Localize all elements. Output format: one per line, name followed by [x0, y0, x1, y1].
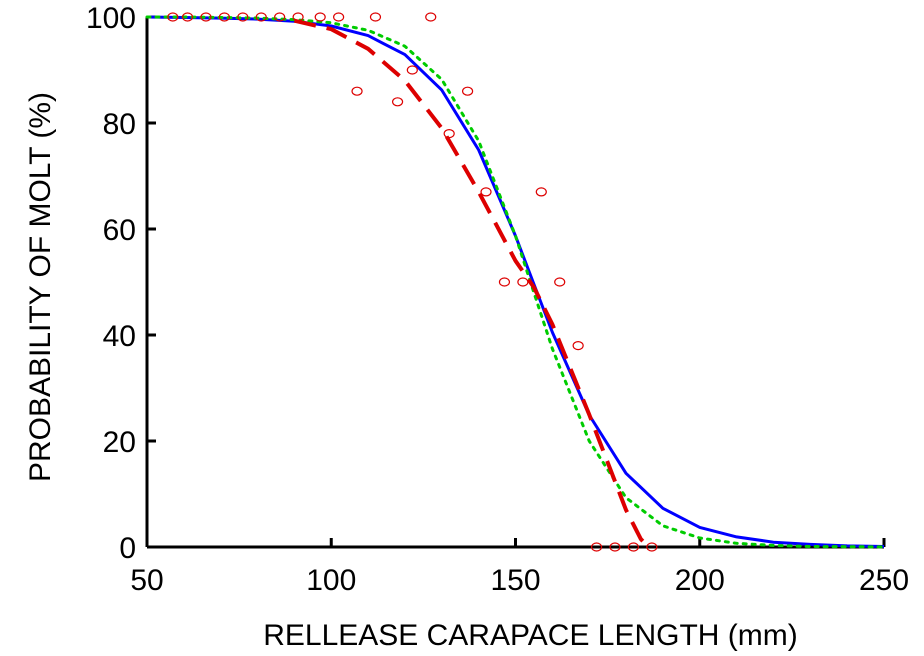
- solid-curve: [146, 15, 885, 548]
- observed-point: [255, 12, 267, 22]
- observed-point: [554, 277, 566, 287]
- observed-point: [351, 86, 363, 96]
- observed-point: [406, 65, 418, 75]
- x-tick-label: 150: [490, 564, 540, 597]
- y-tick-label: 20: [103, 426, 136, 459]
- observed-point: [391, 97, 404, 107]
- observed-point: [646, 542, 658, 552]
- observed-point: [517, 277, 529, 287]
- y-tick-label: 100: [86, 2, 136, 35]
- observed-point: [292, 12, 304, 22]
- observed-point: [535, 187, 547, 197]
- observed-point: [333, 12, 345, 22]
- observed-point: [314, 12, 326, 22]
- x-tick-label: 250: [859, 564, 909, 597]
- x-tick-label: 100: [306, 564, 356, 597]
- observed-point: [443, 129, 455, 139]
- observed-point: [572, 341, 584, 351]
- observed-point: [498, 277, 511, 287]
- x-axis-title: RELLEASE CARAPACE LENGTH (mm): [263, 619, 798, 652]
- x-tick-label: 50: [130, 564, 163, 597]
- y-tick-label: 80: [103, 108, 136, 141]
- observed-point: [627, 542, 640, 552]
- observed-point: [181, 12, 194, 22]
- y-axis-title: PROBABILITY OF MOLT (%): [24, 92, 57, 482]
- observed-point: [609, 542, 621, 552]
- y-tick-label: 40: [103, 320, 136, 353]
- observed-point: [167, 12, 179, 22]
- y-tick-label: 60: [103, 214, 136, 247]
- dashed-curve: [293, 18, 650, 549]
- observed-point: [237, 12, 249, 22]
- series-layer: [145, 12, 886, 552]
- observed-point: [480, 187, 492, 197]
- y-ticks: 0 20 40 60 80 100: [86, 2, 156, 565]
- x-ticks: 50 100 150 200 250: [130, 538, 909, 597]
- x-tick-label: 200: [675, 564, 725, 597]
- observed-point: [461, 86, 474, 96]
- observed-point: [590, 542, 603, 552]
- y-tick-label: 0: [119, 532, 136, 565]
- dotted-curve: [145, 15, 886, 549]
- observed-point: [218, 12, 230, 22]
- observed-point: [200, 12, 212, 22]
- observed-point: [274, 12, 286, 22]
- observed-point: [369, 12, 382, 22]
- axes: 50 100 150 200 250 0 20 40 60 80 100: [86, 2, 909, 597]
- observed-point: [425, 12, 437, 22]
